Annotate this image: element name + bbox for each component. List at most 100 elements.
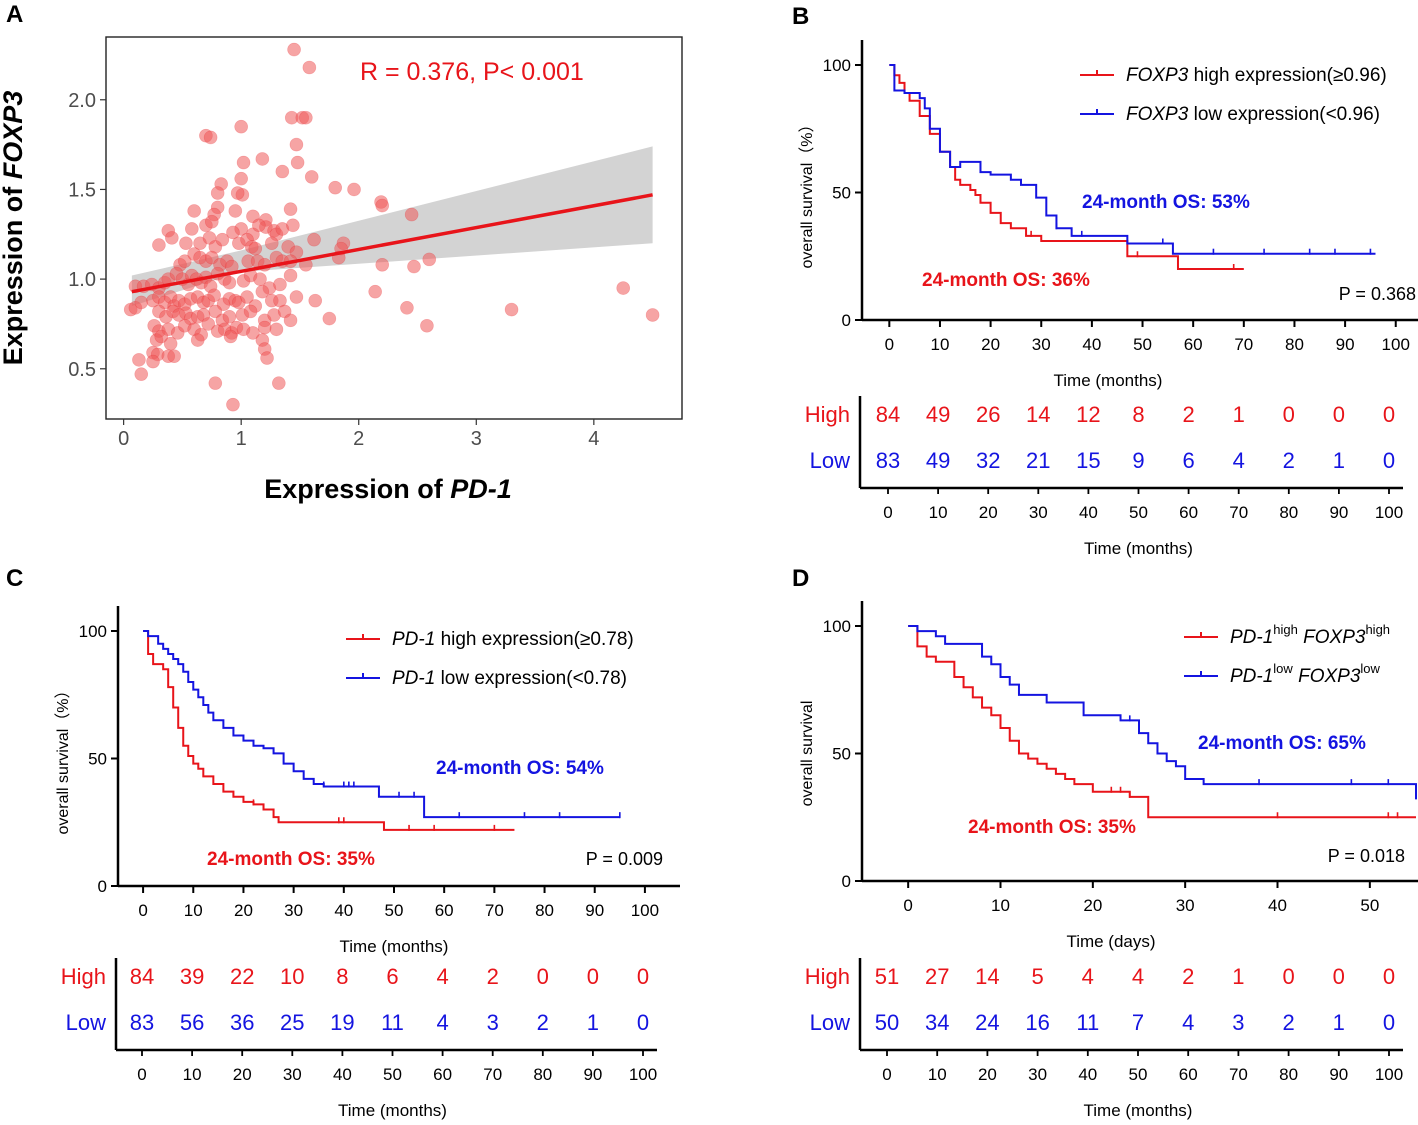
y-tick-label: 1.5 (68, 179, 96, 201)
y-axis-label: overall survival（%） (54, 682, 72, 834)
risk-count: 0 (1383, 964, 1395, 989)
legend-label-low: FOXP3 low expression(<0.96) (1126, 104, 1380, 125)
risk-count: 4 (1233, 448, 1245, 473)
scatter-point (422, 252, 437, 267)
risk-count: 27 (925, 964, 949, 989)
table-x-tick-label: 80 (1279, 503, 1298, 522)
y-tick-label: 100 (79, 622, 107, 641)
y-tick-label: 0 (98, 877, 107, 896)
table-x-tick-label: 10 (928, 1065, 947, 1084)
scatter-point (420, 318, 434, 333)
x-tick-label: 30 (1176, 896, 1195, 915)
table-x-tick-label: 0 (137, 1065, 146, 1084)
legend-label-high: PD-1high FOXP3high (1230, 622, 1390, 648)
risk-count: 2 (487, 964, 499, 989)
risk-row-label-high: High (805, 964, 850, 989)
scatter-point (299, 110, 313, 125)
risk-count: 50 (875, 1010, 899, 1035)
scatter-point (165, 231, 179, 245)
y-tick-label: 0 (842, 872, 851, 891)
risk-count: 12 (1076, 402, 1100, 427)
risk-count: 0 (637, 1010, 649, 1035)
risk-count: 49 (926, 402, 950, 427)
x-tick-label: 30 (1032, 335, 1051, 354)
panel-label-c: C (6, 565, 23, 592)
y-tick-label: 100 (823, 617, 851, 636)
scatter-point (234, 171, 248, 186)
risk-count: 2 (537, 1010, 549, 1035)
scatter-point (283, 313, 298, 328)
scatter-point (248, 241, 263, 256)
legend-label-low: PD-1 low expression(<0.78) (392, 668, 627, 689)
survival-curve-high (143, 630, 515, 831)
table-x-tick-label: 70 (483, 1065, 502, 1084)
table-x-tick-label: 0 (883, 503, 892, 522)
x-tick-label: 0 (903, 896, 912, 915)
risk-count: 0 (1333, 964, 1345, 989)
risk-count: 16 (1025, 1010, 1049, 1035)
survival-curve-low (889, 64, 1376, 255)
risk-count: 2 (1182, 402, 1194, 427)
survival-curve-high (889, 64, 1244, 270)
scatter-point (255, 152, 270, 166)
table-x-tick-label: 80 (533, 1065, 552, 1084)
x-tick-label: 2 (353, 428, 364, 450)
scatter-point (210, 186, 225, 200)
scatter-point (208, 304, 223, 319)
x-tick-label: 80 (535, 901, 554, 920)
y-axis-label: overall survival (799, 701, 816, 807)
scatter-point (222, 309, 237, 324)
scatter-point (203, 130, 218, 145)
risk-count: 3 (487, 1010, 499, 1035)
y-tick-label: 50 (88, 750, 107, 769)
table-x-axis-label: Time (months) (1084, 1101, 1193, 1120)
x-axis-label: Time (months) (340, 937, 449, 956)
os-annotation-low: 24-month OS: 65% (1198, 733, 1366, 754)
x-tick-label: 30 (284, 901, 303, 920)
risk-count: 0 (1283, 402, 1295, 427)
risk-count: 84 (876, 402, 900, 427)
x-tick-label: 60 (1184, 335, 1203, 354)
table-x-tick-label: 60 (433, 1065, 452, 1084)
regression-line (131, 193, 653, 294)
scatter-point (287, 42, 301, 57)
x-tick-label: 1 (236, 428, 247, 450)
scatter-point (375, 198, 390, 213)
table-x-tick-label: 80 (1279, 1065, 1298, 1084)
scatter-point (246, 326, 260, 340)
x-axis-label: Time (months) (1054, 371, 1163, 390)
risk-count: 4 (1182, 1010, 1194, 1035)
scatter-point (134, 295, 149, 310)
x-tick-label: 20 (981, 335, 1000, 354)
y-tick-label: 100 (823, 56, 851, 75)
scatter-point (368, 284, 382, 299)
risk-count: 56 (180, 1010, 204, 1035)
x-tick-label: 90 (585, 901, 604, 920)
table-x-tick-label: 100 (1375, 503, 1403, 522)
legend-label-high: FOXP3 high expression(≥0.96) (1126, 65, 1387, 86)
table-x-tick-label: 20 (233, 1065, 252, 1084)
risk-count: 7 (1132, 1010, 1144, 1035)
x-tick-label: 10 (931, 335, 950, 354)
table-x-tick-label: 40 (333, 1065, 352, 1084)
table-x-tick-label: 60 (1179, 503, 1198, 522)
scatter-point (252, 218, 266, 233)
table-x-tick-label: 60 (1179, 1065, 1198, 1084)
scatter-point (187, 204, 201, 218)
scatter-point (322, 311, 337, 326)
risk-count: 24 (975, 1010, 999, 1035)
table-x-tick-label: 50 (1129, 1065, 1148, 1084)
risk-count: 1 (1333, 448, 1345, 473)
risk-count: 14 (975, 964, 999, 989)
x-tick-label: 10 (991, 896, 1010, 915)
legend-label-high: PD-1 high expression(≥0.78) (392, 629, 634, 650)
scatter-point (222, 275, 237, 290)
risk-count: 1 (1232, 964, 1244, 989)
scatter-point (240, 290, 254, 304)
scatter-point (404, 207, 419, 222)
x-tick-label: 4 (588, 428, 599, 450)
scatter-point (223, 329, 238, 344)
correlation-annotation: R = 0.376, P< 0.001 (360, 58, 584, 86)
